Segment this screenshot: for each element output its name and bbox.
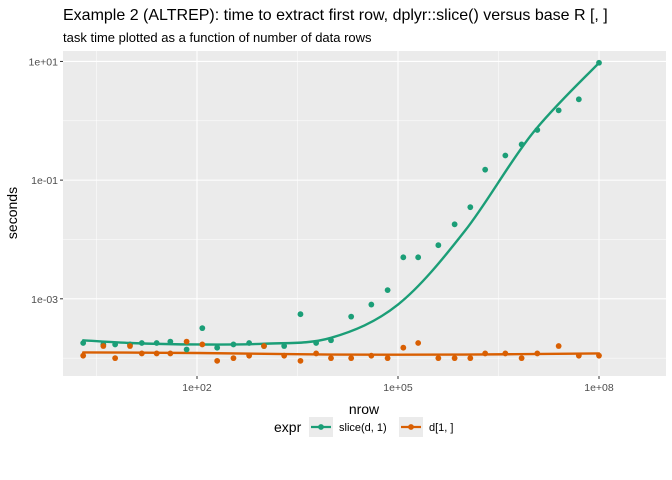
- major-gridlines: [63, 51, 666, 376]
- point-series-0: [112, 341, 119, 348]
- point-series-0: [502, 152, 509, 159]
- point-series-1: [183, 338, 190, 345]
- trend-line-series-1: [81, 351, 601, 356]
- point-series-1: [534, 350, 541, 357]
- point-series-0: [313, 340, 320, 346]
- point-series-1: [246, 352, 253, 359]
- point-series-0: [297, 311, 304, 318]
- point-series-0: [348, 313, 355, 320]
- point-series-1: [230, 355, 237, 362]
- y-axis-ticks: 1e-03 1e-01 1e+01: [29, 56, 63, 306]
- plot-panel: [63, 51, 666, 376]
- point-series-1: [368, 352, 375, 359]
- point-series-0: [518, 141, 525, 148]
- trend-lines: [81, 61, 601, 356]
- point-series-0: [328, 337, 334, 344]
- legend-label: slice(d, 1): [339, 422, 387, 434]
- point-series-1: [281, 352, 288, 359]
- point-series-1: [138, 350, 145, 357]
- y-tick-label: 1e+01: [29, 56, 59, 68]
- x-tick-label: 1e+02: [182, 382, 212, 394]
- point-series-0: [467, 204, 474, 211]
- legend-label: d[1, ]: [429, 422, 453, 434]
- point-series-1: [112, 355, 119, 362]
- point-series-1: [467, 355, 474, 362]
- point-series-0: [138, 340, 145, 346]
- point-series-1: [80, 352, 87, 359]
- point-series-0: [246, 340, 253, 346]
- point-series-1: [451, 355, 458, 362]
- point-series-1: [199, 341, 206, 348]
- x-axis-ticks: 1e+02 1e+05 1e+08: [182, 376, 614, 394]
- x-tick-label: 1e+08: [584, 382, 614, 394]
- point-series-0: [534, 127, 541, 133]
- point-series-1: [297, 357, 304, 364]
- point-series-0: [451, 221, 458, 228]
- point-series-0: [384, 287, 391, 294]
- point-series-1: [435, 355, 442, 362]
- data-points: [80, 59, 602, 364]
- legend: expr slice(d, 1) d[1, ]: [274, 417, 453, 437]
- y-tick-label: 1e-03: [31, 294, 58, 306]
- point-series-1: [167, 350, 174, 357]
- point-series-1: [214, 357, 221, 364]
- point-series-1: [482, 350, 489, 357]
- minor-gridlines: [63, 51, 666, 376]
- y-axis-title: seconds: [4, 187, 20, 239]
- point-series-1: [575, 352, 582, 359]
- point-series-0: [214, 344, 221, 351]
- point-series-1: [555, 343, 562, 349]
- point-series-1: [153, 350, 160, 357]
- point-series-1: [518, 355, 525, 362]
- point-series-1: [400, 344, 407, 351]
- point-series-0: [596, 59, 602, 66]
- y-tick-label: 1e-01: [31, 175, 58, 187]
- point-series-0: [415, 254, 422, 261]
- point-series-0: [555, 107, 562, 114]
- legend-title: expr: [274, 419, 302, 435]
- x-axis-title: nrow: [349, 401, 380, 417]
- point-series-1: [415, 340, 422, 346]
- point-series-0: [400, 254, 407, 261]
- point-series-0: [80, 340, 87, 346]
- point-series-1: [596, 352, 602, 359]
- point-series-1: [313, 350, 320, 357]
- point-series-0: [575, 96, 582, 103]
- point-series-0: [435, 242, 442, 249]
- point-series-1: [127, 343, 133, 349]
- point-series-0: [183, 346, 190, 353]
- point-series-1: [100, 343, 107, 349]
- x-tick-label: 1e+05: [383, 382, 413, 394]
- point-series-0: [230, 341, 237, 348]
- chart-title: Example 2 (ALTREP): time to extract firs…: [63, 7, 608, 24]
- point-series-1: [261, 343, 267, 349]
- point-series-1: [502, 350, 509, 357]
- legend-key-point: [408, 424, 414, 430]
- point-series-0: [167, 338, 174, 345]
- legend-key-point: [318, 424, 324, 430]
- point-series-1: [328, 355, 334, 362]
- point-series-1: [348, 355, 355, 362]
- point-series-0: [482, 166, 489, 173]
- point-series-0: [368, 301, 375, 308]
- point-series-1: [384, 355, 391, 362]
- point-series-0: [199, 325, 206, 332]
- chart-subtitle: task time plotted as a function of numbe…: [63, 30, 372, 45]
- point-series-0: [153, 340, 160, 346]
- trend-line-series-0: [81, 61, 601, 346]
- point-series-0: [281, 343, 288, 349]
